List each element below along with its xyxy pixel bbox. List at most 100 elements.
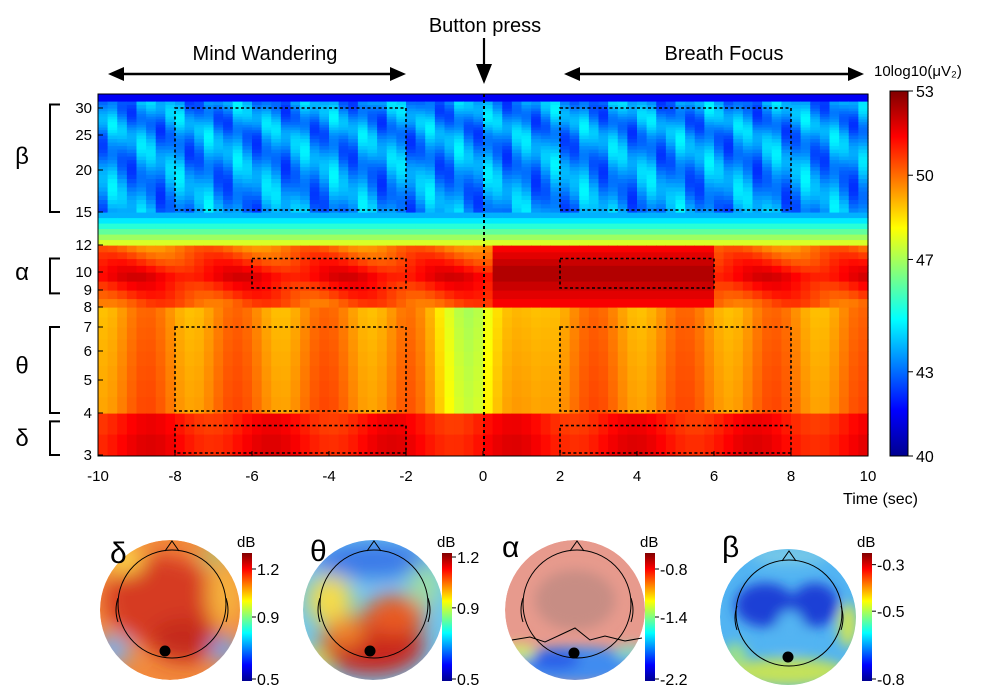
heatmap-cell [184,126,195,131]
heatmap-cell [348,217,359,224]
heatmap-cell [194,203,205,209]
heatmap-cell [839,118,850,123]
heatmap-cell [136,290,147,300]
heatmap-cell [357,272,369,282]
heatmap-cell [829,104,840,109]
heatmap-cell [665,339,677,352]
heatmap-cell [348,116,359,120]
heatmap-cell [184,174,195,179]
heatmap-cell [656,126,667,131]
heatmap-cell [107,434,118,456]
heatmap-cell [800,272,811,282]
heatmap-cell [175,434,186,456]
heatmap-cell [223,116,234,120]
heatmap-cell [800,413,811,435]
heatmap-cell [723,307,734,318]
heatmap-cell [271,251,282,260]
heatmap-cell [531,199,542,205]
heatmap-cell [146,307,157,318]
heatmap-cell [396,178,407,184]
heatmap-cell [617,212,628,219]
heatmap-cell [136,166,147,171]
heatmap-cell [771,265,782,273]
heatmap-cell [483,186,494,192]
heatmap-cell [791,307,802,318]
heatmap-cell [608,163,619,168]
heatmap-cell [617,327,628,340]
heatmap-cell [656,281,667,291]
heatmap-cell [579,351,590,367]
heatmap-cell [290,129,301,133]
heatmap-cell [367,178,378,184]
heatmap-cell [280,132,292,136]
heatmap-cell [367,239,378,246]
heatmap-cell [415,186,426,192]
heatmap-cell [598,191,609,196]
heatmap-cell [791,129,802,133]
heatmap-cell [223,156,234,161]
heatmap-cell [608,145,619,150]
heatmap-cell [733,124,744,128]
heatmap-cell [377,132,388,136]
heatmap-cell [521,191,532,196]
topomap-theta-band-label: θ [310,535,327,568]
heatmap-cell [560,94,571,99]
heatmap-cell [598,104,609,109]
heatmap-cell [338,178,349,184]
heatmap-cell [319,307,330,318]
heatmap-cell [367,339,378,352]
heatmap-cell [338,223,349,230]
heatmap-cell [627,258,638,266]
heatmap-cell [329,145,340,150]
heatmap-cell [675,138,686,143]
heatmap-cell [271,94,282,99]
heatmap-cell [839,178,850,184]
heatmap-cell [521,149,532,154]
heatmap-cell [396,258,407,266]
heatmap-cell [598,170,609,175]
heatmap-cell [492,203,503,209]
heatmap-cell [117,108,128,112]
heatmap-cell [107,186,118,192]
heatmap-cell [98,258,109,266]
heatmap-cell [252,199,263,205]
heatmap-cell [521,116,532,120]
heatmap-cell [136,124,147,128]
heatmap-cell [357,290,369,300]
heatmap-cell [454,186,465,192]
heatmap-cell [848,365,859,381]
heatmap-cell [223,290,234,300]
heatmap-cell [136,121,147,125]
heatmap-cell [742,251,754,260]
heatmap-cell [107,203,118,209]
heatmap-cell [242,101,253,106]
y-tick-label: 4 [84,405,92,422]
heatmap-cell [791,142,802,147]
heatmap-cell [223,138,234,143]
colorbar-label: 10log10(μV₂) [874,63,962,80]
heatmap-cell [646,149,657,154]
heatmap-cell [271,223,282,230]
heatmap-cell [155,163,166,168]
heatmap-cell [742,195,754,200]
heatmap-cell [579,104,590,109]
heatmap-cell [357,116,369,120]
heatmap-cell [665,245,677,253]
heatmap-cell [502,339,513,352]
heatmap-cell [733,142,744,147]
heatmap-cell [511,110,523,114]
heatmap-cell [819,327,831,340]
heatmap-cell [502,199,513,205]
heatmap-cell [338,217,349,224]
heatmap-cell [213,152,224,157]
heatmap-cell [357,380,369,398]
heatmap-cell [444,116,455,120]
heatmap-cell [165,118,176,123]
heatmap-cell [694,113,705,117]
heatmap-cell [155,174,166,179]
heatmap-cell [762,396,773,414]
heatmap-cell [810,145,821,150]
heatmap-cell [454,234,465,241]
heatmap-cell [848,251,859,260]
heatmap-cell [203,108,215,112]
